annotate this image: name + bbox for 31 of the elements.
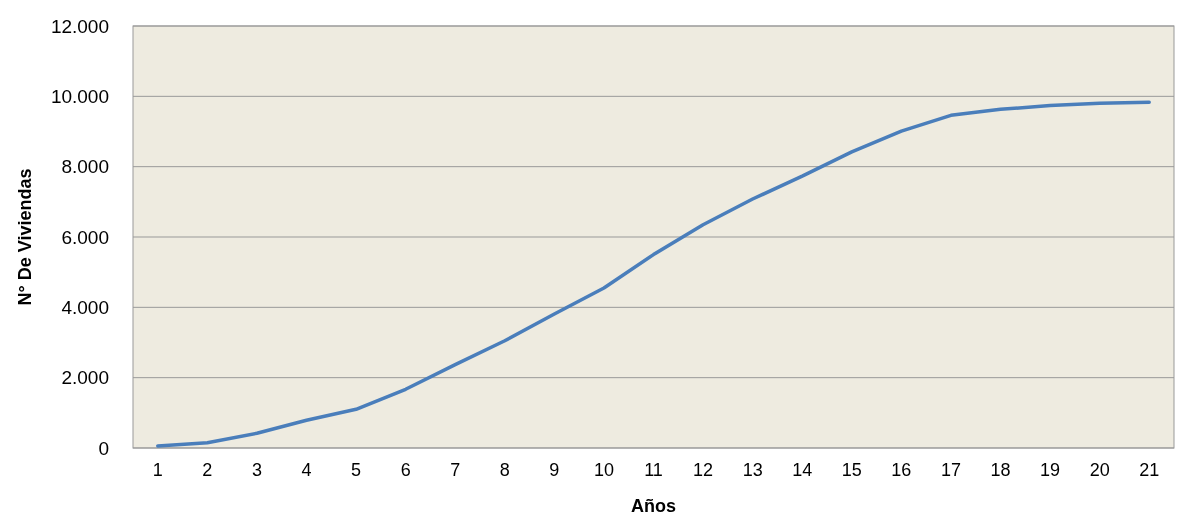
x-axis-title: Años bbox=[631, 496, 676, 516]
y-axis-title: N° De Viviendas bbox=[15, 168, 35, 306]
x-tick-label: 14 bbox=[792, 460, 813, 480]
x-tick-label: 4 bbox=[301, 460, 312, 480]
y-tick-label: 6.000 bbox=[61, 226, 109, 248]
x-tick-label: 18 bbox=[990, 460, 1011, 480]
y-tick-label: 8.000 bbox=[61, 156, 109, 178]
x-tick-label: 10 bbox=[593, 460, 614, 480]
x-tick-label: 15 bbox=[841, 460, 862, 480]
x-tick-label: 3 bbox=[251, 460, 262, 480]
x-tick-label: 21 bbox=[1139, 460, 1160, 480]
x-tick-label: 1 bbox=[152, 460, 163, 480]
x-tick-label: 17 bbox=[940, 460, 961, 480]
x-tick-label: 13 bbox=[742, 460, 763, 480]
x-tick-label: 2 bbox=[202, 460, 213, 480]
x-tick-label: 11 bbox=[644, 460, 663, 480]
y-tick-label: 0 bbox=[98, 437, 109, 459]
x-tick-label: 12 bbox=[693, 460, 714, 480]
x-tick-label: 16 bbox=[891, 460, 912, 480]
y-tick-label: 10.000 bbox=[50, 85, 109, 107]
x-tick-label: 7 bbox=[450, 460, 461, 480]
y-tick-label: 4.000 bbox=[61, 296, 109, 318]
x-tick-label: 8 bbox=[499, 460, 510, 480]
line-series bbox=[156, 100, 1151, 448]
x-tick-label: 9 bbox=[549, 460, 560, 480]
x-tick-label: 5 bbox=[351, 460, 362, 480]
y-tick-label: 12.000 bbox=[50, 15, 109, 37]
x-tick-label: 6 bbox=[400, 460, 411, 480]
x-tick-label: 20 bbox=[1089, 460, 1110, 480]
x-tick-label: 19 bbox=[1040, 460, 1061, 480]
y-tick-label: 2.000 bbox=[61, 367, 109, 389]
